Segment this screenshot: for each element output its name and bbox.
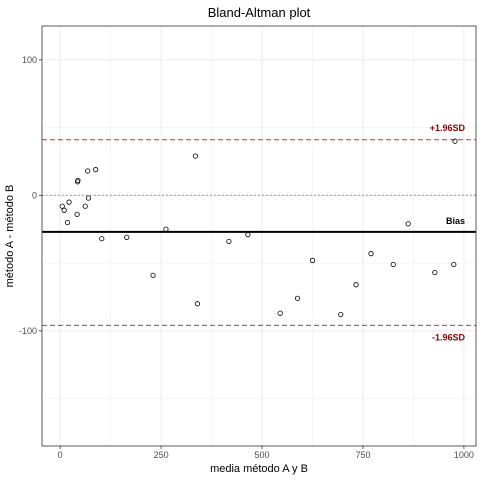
- data-point: [277, 310, 283, 316]
- data-point: [74, 211, 80, 217]
- data-point: [452, 138, 458, 144]
- bias-label: Bias: [446, 216, 465, 226]
- data-point: [226, 238, 232, 245]
- chart-title: Bland-Altman plot: [208, 5, 311, 20]
- x-tick-label: 250: [154, 450, 169, 460]
- reference-lines: +1.96SD Bias -1.96SD: [42, 123, 476, 342]
- y-tick-label: 100: [22, 55, 37, 65]
- x-tick-label: 0: [58, 450, 63, 460]
- grid-layer: [42, 26, 476, 446]
- x-tick-label: 750: [355, 450, 370, 460]
- data-point: [353, 282, 359, 288]
- data-point: [150, 272, 156, 278]
- x-tick-label: 500: [255, 450, 270, 460]
- data-point: [294, 295, 301, 301]
- lower-loa-label: -1.96SD: [432, 332, 466, 342]
- x-tick-label: 1000: [454, 450, 474, 460]
- data-point: [82, 203, 88, 209]
- data-point: [405, 221, 411, 227]
- data-point: [61, 207, 67, 213]
- data-point: [59, 203, 65, 209]
- data-point: [368, 251, 374, 257]
- data-point: [432, 269, 438, 276]
- y-tick-label: 0: [32, 190, 37, 200]
- data-point: [192, 153, 199, 159]
- data-point: [390, 261, 396, 268]
- data-point: [75, 177, 81, 184]
- data-point: [451, 261, 457, 268]
- data-point: [194, 301, 201, 307]
- y-axis-title: método A - método B: [4, 185, 16, 288]
- data-point: [99, 236, 105, 242]
- data-point: [93, 167, 99, 173]
- data-point: [338, 311, 344, 318]
- data-points: [59, 138, 458, 318]
- data-point: [124, 234, 130, 240]
- upper-loa-label: +1.96SD: [430, 123, 466, 133]
- data-point: [85, 195, 92, 201]
- data-point: [245, 232, 251, 238]
- data-point: [66, 199, 72, 205]
- panel-border: [41, 25, 477, 447]
- y-tick-label: -100: [19, 326, 37, 336]
- data-point: [309, 257, 316, 263]
- data-point: [85, 168, 91, 174]
- data-point: [163, 226, 169, 232]
- data-point: [64, 219, 71, 226]
- x-axis-title: media método A y B: [210, 463, 308, 475]
